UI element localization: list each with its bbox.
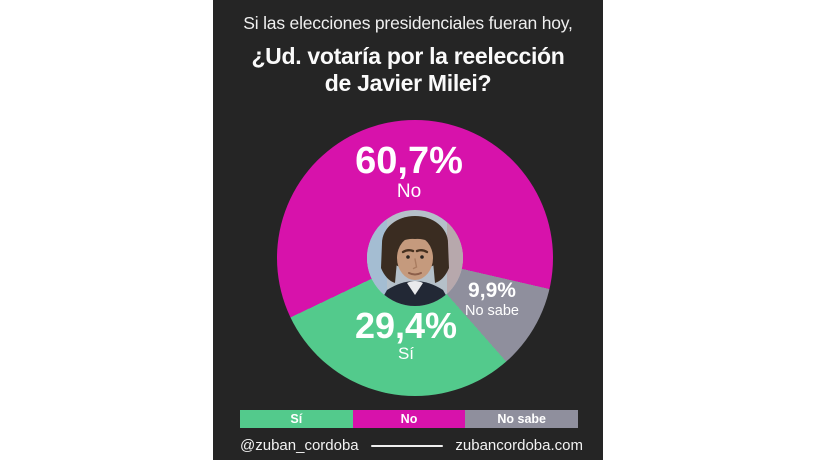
legend-bar: Sí No No sabe — [240, 410, 579, 428]
pie-value-no-sabe: 9,9% — [468, 279, 516, 302]
milei-photo — [367, 210, 463, 306]
legend-item-si: Sí — [240, 410, 353, 428]
legend-item-no: No — [352, 410, 466, 428]
pie-value-no: 60,7% — [355, 140, 463, 182]
pie-label-no: 60,7% No — [355, 140, 463, 203]
website-url: zubancordoba.com — [455, 437, 583, 454]
milei-portrait-illustration — [367, 210, 463, 306]
pie-category-no: No — [396, 181, 422, 202]
poll-header: Si las elecciones presidenciales fueran … — [213, 13, 603, 97]
pie-category-no-sabe: No sabe — [464, 303, 520, 319]
pie-value-si: 29,4% — [354, 305, 458, 346]
social-handle: @zuban_cordoba — [240, 437, 359, 454]
poll-question-intro: Si las elecciones presidenciales fueran … — [243, 13, 573, 33]
pie-label-si: 29,4% Sí — [354, 305, 458, 364]
poll-question-title-line1: ¿Ud. votaría por la reelección — [251, 43, 565, 69]
poll-question-title-line2: de Javier Milei? — [324, 70, 492, 96]
pie-category-si: Sí — [397, 344, 415, 363]
legend-item-no-sabe: No sabe — [465, 410, 579, 428]
poll-card: Si las elecciones presidenciales fueran … — [213, 0, 603, 460]
poll-question-title: ¿Ud. votaría por la reelección de Javier… — [213, 43, 603, 97]
divider-line — [370, 444, 444, 447]
footer-credits: @zuban_cordoba zubancordoba.com — [213, 437, 603, 454]
pie-label-no-sabe: 9,9% No sabe — [464, 279, 520, 319]
